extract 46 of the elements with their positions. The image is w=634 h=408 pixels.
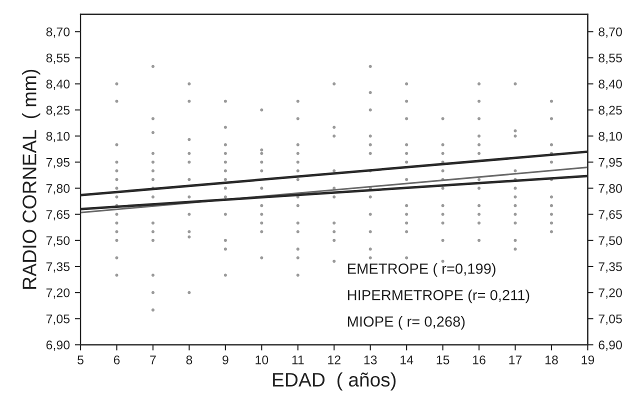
x-tick-label: 11 bbox=[292, 356, 304, 364]
y-tick-label: 7,05 bbox=[46, 314, 70, 325]
y2-tick-label: 7,20 bbox=[598, 288, 622, 299]
x-tick-label: 15 bbox=[436, 356, 450, 364]
y-tick-label: 7,65 bbox=[46, 210, 70, 220]
y2-tick-label: 7,05 bbox=[598, 314, 622, 325]
y-tick-label: 8,25 bbox=[46, 106, 70, 116]
annotation: MIOPE ( r= 0,268) bbox=[348, 316, 465, 330]
x-tick-label: 5 bbox=[78, 356, 84, 364]
y2-tick-label: 8,70 bbox=[598, 27, 622, 38]
y-tick-label: 7,35 bbox=[46, 262, 70, 273]
y2-tick-label: 8,25 bbox=[598, 106, 622, 116]
y-tick-label: 7,80 bbox=[46, 184, 70, 194]
annotation: HIPERMETROPE (r= 0,211) bbox=[348, 290, 530, 304]
x-tick-label: 19 bbox=[582, 356, 594, 364]
y2-tick-label: 6,90 bbox=[598, 340, 622, 351]
y2-tick-label: 8,10 bbox=[598, 132, 622, 142]
y2-tick-label: 8,40 bbox=[598, 80, 622, 90]
y-tick-label: 8,40 bbox=[46, 80, 70, 90]
annotation: EMETROPE ( r=0,199) bbox=[348, 263, 496, 277]
y2-tick-label: 7,35 bbox=[598, 262, 622, 273]
y-tick-label: 7,50 bbox=[46, 236, 70, 247]
x-tick-label: 16 bbox=[473, 356, 486, 364]
y-tick-label: 8,70 bbox=[46, 27, 70, 38]
x-tick-label: 18 bbox=[545, 356, 558, 364]
y-tick-label: 7,20 bbox=[46, 288, 70, 299]
y-axis-title: RADIO CORNEAL ( mm) bbox=[22, 70, 40, 289]
y-tick-label: 8,10 bbox=[46, 132, 70, 142]
y2-tick-label: 8,55 bbox=[598, 54, 622, 64]
y2-tick-label: 7,50 bbox=[598, 236, 622, 247]
y-tick-label: 6,90 bbox=[46, 340, 70, 351]
x-tick-label: 10 bbox=[256, 356, 268, 364]
x-tick-label: 17 bbox=[509, 356, 522, 364]
y-tick-label: 8,55 bbox=[46, 54, 70, 64]
y2-tick-label: 7,95 bbox=[598, 158, 622, 168]
x-tick-label: 8 bbox=[186, 356, 192, 364]
y2-tick-label: 7,65 bbox=[598, 210, 622, 220]
x-tick-label: 6 bbox=[114, 356, 120, 364]
y-tick-label: 7,95 bbox=[46, 158, 70, 168]
x-axis-title: EDAD ( años) bbox=[273, 372, 396, 390]
x-tick-label: 13 bbox=[364, 356, 377, 364]
y2-tick-label: 7,80 bbox=[598, 184, 622, 194]
x-tick-label: 7 bbox=[150, 356, 156, 364]
x-tick-label: 12 bbox=[328, 356, 340, 364]
x-tick-label: 14 bbox=[400, 356, 414, 364]
x-tick-label: 9 bbox=[222, 356, 228, 364]
